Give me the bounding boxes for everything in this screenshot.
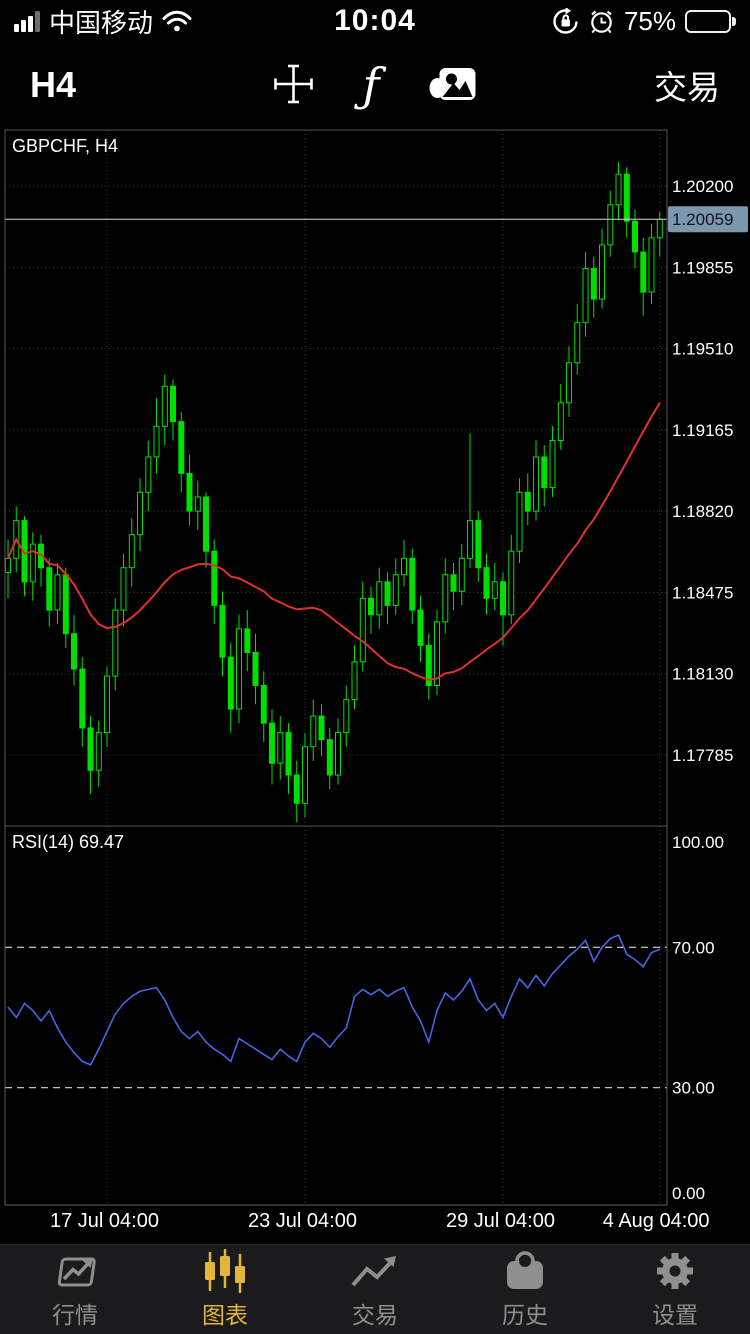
- price-tick: 1.18130: [672, 665, 733, 684]
- tab-quotes[interactable]: 行情: [0, 1245, 150, 1334]
- tab-history[interactable]: 历史: [450, 1245, 600, 1334]
- current-price-label: 1.20059: [672, 210, 733, 229]
- battery-icon: [685, 9, 736, 33]
- history-icon: [507, 1251, 543, 1289]
- price-tick: 1.20200: [672, 177, 733, 196]
- crosshair-button[interactable]: [272, 63, 314, 108]
- settings-icon: [657, 1253, 693, 1289]
- rsi-tick: 0.00: [672, 1184, 705, 1203]
- chart-toolbar: H4 ƒ 交易: [0, 42, 750, 128]
- battery-percent-label: 75%: [623, 5, 676, 36]
- wifi-icon: [162, 10, 192, 32]
- price-tick: 1.17785: [672, 746, 733, 765]
- rsi-indicator-label: RSI(14) 69.47: [12, 832, 125, 852]
- price-tick: 1.19510: [672, 340, 733, 359]
- price-tick: 1.18820: [672, 502, 733, 521]
- price-tick: 1.19165: [672, 421, 733, 440]
- rsi-panel-border: [4, 825, 668, 1206]
- rsi-tick: 70.00: [672, 938, 715, 957]
- objects-icon: [429, 67, 476, 100]
- time-tick: 4 Aug 04:00: [602, 1210, 710, 1232]
- tab-trade[interactable]: 交易: [300, 1245, 450, 1334]
- time-tick: 23 Jul 04:00: [248, 1210, 357, 1232]
- tab-trade-label: 交易: [352, 1302, 398, 1328]
- rsi-line: [7, 933, 661, 1066]
- tab-charts[interactable]: 图表: [150, 1245, 300, 1334]
- cellular-signal-icon: [14, 10, 40, 32]
- candles: [5, 162, 663, 823]
- rsi-tick: 100.00: [672, 833, 724, 852]
- tab-charts-label: 图表: [202, 1302, 248, 1328]
- tab-settings-label: 设置: [652, 1302, 698, 1328]
- charts-icon: [205, 1249, 245, 1293]
- quotes-icon: [57, 1257, 96, 1287]
- trade-icon: [351, 1256, 396, 1287]
- alarm-icon: [591, 10, 612, 33]
- function-icon: ƒ: [362, 58, 380, 112]
- price-tick: 1.19855: [672, 258, 733, 277]
- tab-history-label: 历史: [502, 1302, 548, 1328]
- trade-button[interactable]: 交易: [654, 61, 720, 109]
- orientation-lock-icon: [553, 7, 578, 34]
- rsi-tick: 30.00: [672, 1079, 715, 1098]
- price-tick: 1.18475: [672, 583, 733, 602]
- ma-line: [7, 402, 661, 681]
- crosshair-icon: [274, 64, 313, 103]
- price-chart-svg[interactable]: 1.20200 1.19855 1.19510 1.19165 1.18820 1.184…: [0, 128, 750, 1206]
- timeframe-button[interactable]: H4: [30, 64, 77, 105]
- time-tick: 17 Jul 04:00: [50, 1210, 159, 1232]
- current-price-badge: [668, 206, 748, 233]
- status-bar: 中国移动 10:04 75%: [0, 0, 750, 42]
- tab-settings[interactable]: 设置: [600, 1245, 750, 1334]
- time-tick: 29 Jul 04:00: [446, 1210, 555, 1232]
- bottom-nav: 行情 图表 交易 历史: [0, 1244, 750, 1334]
- carrier-label: 中国移动: [49, 7, 154, 38]
- chart-area[interactable]: 1.20200 1.19855 1.19510 1.19165 1.18820 1.184…: [0, 128, 750, 1206]
- indicators-button[interactable]: ƒ: [362, 62, 379, 108]
- clock-label: 10:04: [334, 4, 416, 37]
- time-axis: 17 Jul 04:00 23 Jul 04:00 29 Jul 04:00 4 Au…: [0, 1206, 750, 1244]
- symbol-label: GBPCHF, H4: [12, 136, 119, 156]
- objects-button[interactable]: [428, 64, 478, 107]
- tab-quotes-label: 行情: [52, 1302, 98, 1328]
